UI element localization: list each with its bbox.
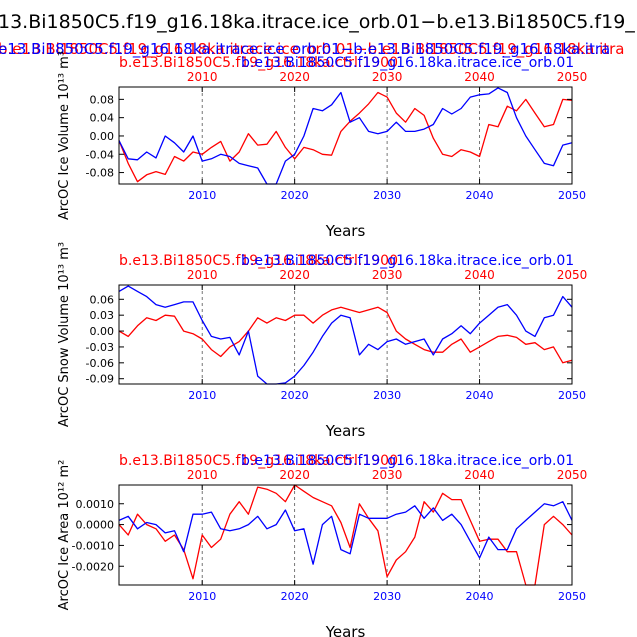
x-tick-label-bottom: 2050 [558, 189, 586, 202]
x-tick-label-top: 2050 [557, 468, 588, 482]
x-tick-label-top: 2020 [279, 468, 310, 482]
ctrl-series-line [118, 484, 573, 586]
x-tick-label-bottom: 2050 [558, 389, 586, 402]
y-tick-label: 0.0010 [76, 498, 115, 511]
x-tick-label-top: 2030 [372, 468, 403, 482]
itrace-run-label: b.e13.Bi1850C5.f19_g16.18ka.itrace.ice_o… [241, 253, 574, 269]
x-tick-label-top: 2040 [464, 468, 495, 482]
y-tick-label: -0.0020 [72, 560, 114, 573]
itrace-series-line [118, 285, 573, 385]
x-axis-title: Years [325, 623, 366, 637]
x-tick-label-top: 2040 [464, 70, 495, 84]
plot-frame [118, 484, 573, 586]
x-tick-label-top: 2010 [187, 268, 218, 282]
plot-frame [118, 86, 573, 185]
y-tick-label: -0.06 [86, 357, 114, 370]
x-tick-label-bottom: 2030 [373, 590, 401, 603]
x-tick-label-bottom: 2010 [188, 590, 216, 603]
x-tick-label-bottom: 2010 [188, 189, 216, 202]
x-axis-title: Years [325, 222, 366, 240]
y-tick-label: 0.0000 [76, 519, 115, 532]
x-tick-label-top: 2010 [187, 468, 218, 482]
x-tick-label-bottom: 2030 [373, 389, 401, 402]
y-tick-label: -0.09 [86, 373, 114, 386]
ctrl-run-label: b.e13.Bi1850C5.f19_g16.18ka.ctrl.1900 [119, 55, 398, 71]
plot-frame [118, 284, 573, 385]
ice-area-panel: -0.0020 -0.0010 0.0000 0.0010 2010 2010 2020 20… [57, 453, 587, 637]
y-tick-label: -0.04 [86, 148, 114, 161]
x-tick-label-top: 2040 [464, 268, 495, 282]
y-tick-label: 0.03 [90, 309, 115, 322]
itrace-run-label: b.e13.Bi1850C5.f19_g16.18ka.itrace.ice_o… [241, 55, 574, 71]
x-tick-label-bottom: 2020 [281, 389, 309, 402]
x-tick-label-bottom: 2010 [188, 389, 216, 402]
y-tick-label: 0.00 [90, 325, 115, 338]
y-axis-title: ArcOC Ice Volume 10¹³ m³ [57, 51, 72, 220]
x-tick-label-top: 2050 [557, 70, 588, 84]
itrace-series-line [118, 501, 573, 565]
ctrl-series-line [118, 306, 573, 364]
x-tick-label-bottom: 2030 [373, 189, 401, 202]
x-tick-label-top: 2020 [279, 268, 310, 282]
y-tick-label: -0.0010 [72, 539, 114, 552]
itrace-run-label: b.e13.Bi1850C5.f19_g16.18ka.itrace.ice_o… [241, 453, 574, 469]
x-tick-label-bottom: 2040 [466, 389, 494, 402]
x-tick-label-top: 2010 [187, 70, 218, 84]
y-tick-label: 0.00 [90, 130, 115, 143]
y-tick-label: 0.04 [90, 112, 115, 125]
y-axis-title: ArcOC Ice Area 10¹² m² [57, 460, 72, 611]
y-axis-title: ArcOC Snow Volume 10¹³ m³ [57, 242, 72, 427]
y-tick-label: 0.08 [90, 93, 115, 106]
header-black-title: 13.Bi1850C5.f19_g16.18ka.itrace.ice_orb.… [0, 11, 635, 33]
y-tick-label: -0.08 [86, 167, 114, 180]
snow-volume-panel: -0.09 -0.06 -0.03 0.00 0.03 0.06 2010 2010 2020 2… [57, 242, 587, 440]
x-tick-label-top: 2030 [372, 268, 403, 282]
x-tick-label-bottom: 2050 [558, 590, 586, 603]
x-tick-label-bottom: 2040 [466, 590, 494, 603]
header-red-title: b.e13.Bi1850C5.f19_g16.18ka.itrace.ice_o… [0, 40, 625, 59]
itrace-series-line [118, 87, 573, 185]
x-tick-label-top: 2020 [279, 70, 310, 84]
ctrl-series-line [118, 91, 573, 183]
x-tick-label-top: 2030 [372, 70, 403, 84]
ctrl-run-label: b.e13.Bi1850C5.f19_g16.18ka.ctrl.1900 [119, 453, 398, 469]
x-tick-label-bottom: 2020 [281, 590, 309, 603]
y-tick-label: -0.03 [86, 341, 114, 354]
header-blue-title: e13.Bi1850C5.f19_g16.18ka.itrace.ice_orb… [0, 40, 610, 59]
y-tick-label: 0.06 [90, 293, 115, 306]
x-tick-label-bottom: 2020 [281, 189, 309, 202]
x-tick-label-bottom: 2040 [466, 189, 494, 202]
x-axis-title: Years [325, 422, 366, 440]
ctrl-run-label: b.e13.Bi1850C5.f19_g16.18ka.ctrl.1900 [119, 253, 398, 269]
ice-volume-panel: -0.08 -0.04 0.00 0.04 0.08 2010 2010 2020 2020 20… [57, 51, 587, 240]
x-tick-label-top: 2050 [557, 268, 588, 282]
